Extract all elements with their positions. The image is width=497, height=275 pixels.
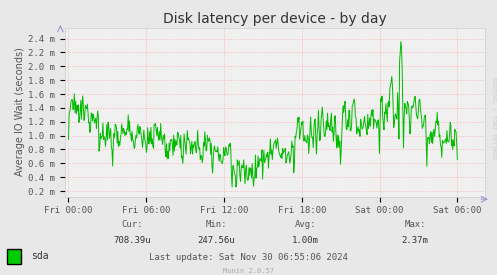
Text: Last update: Sat Nov 30 06:55:06 2024: Last update: Sat Nov 30 06:55:06 2024: [149, 253, 348, 262]
Text: 708.39u: 708.39u: [113, 236, 151, 245]
Y-axis label: Average IO Wait (seconds): Average IO Wait (seconds): [15, 48, 25, 177]
Text: RRDTOOL / TOBI OETIKER: RRDTOOL / TOBI OETIKER: [491, 77, 496, 160]
Text: 247.56u: 247.56u: [197, 236, 235, 245]
Text: sda: sda: [31, 251, 48, 261]
Text: Cur:: Cur:: [121, 220, 143, 229]
Text: Min:: Min:: [205, 220, 227, 229]
Title: Disk latency per device - by day: Disk latency per device - by day: [163, 12, 387, 26]
Text: Avg:: Avg:: [295, 220, 317, 229]
Text: 2.37m: 2.37m: [402, 236, 428, 245]
Text: Munin 2.0.57: Munin 2.0.57: [223, 268, 274, 274]
Text: Max:: Max:: [404, 220, 426, 229]
Text: 1.00m: 1.00m: [292, 236, 319, 245]
